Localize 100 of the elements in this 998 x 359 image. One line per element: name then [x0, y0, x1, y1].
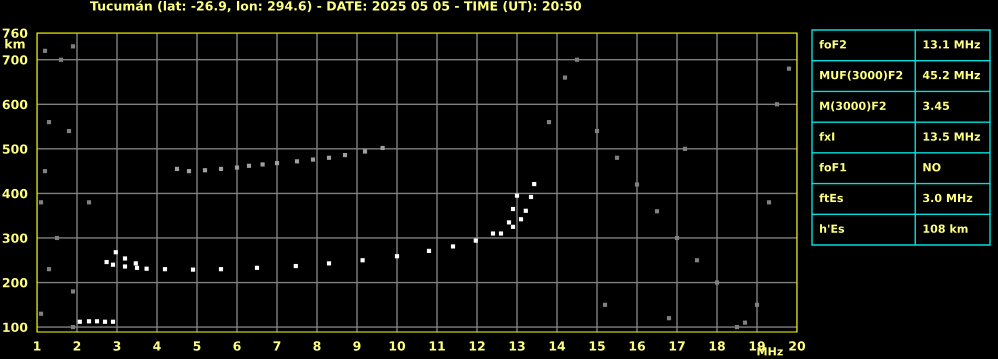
point [360, 258, 365, 262]
point [380, 146, 385, 150]
point [754, 302, 760, 307]
point [218, 166, 224, 171]
point [562, 75, 568, 80]
point [110, 320, 116, 324]
point [426, 248, 432, 253]
point [114, 250, 118, 254]
point [86, 200, 92, 204]
point [234, 165, 240, 170]
text: 13.5 MHz [924, 132, 980, 141]
point [532, 182, 536, 186]
x-tick-label: 7 [273, 341, 280, 351]
text: MUF(3000)F2 [820, 70, 902, 81]
point [70, 44, 76, 48]
x-tick-label: 13 [510, 341, 525, 351]
point [58, 58, 64, 62]
x-tick-label: 6 [233, 341, 241, 351]
point [674, 236, 680, 240]
point [122, 256, 128, 261]
x-tick-label: 12 [470, 341, 485, 351]
point [218, 267, 224, 272]
point [498, 231, 504, 236]
point [766, 200, 772, 204]
point [78, 320, 82, 324]
point [594, 128, 600, 134]
point [70, 289, 76, 294]
point [546, 120, 552, 124]
point [54, 236, 60, 240]
x-tick-label: 16 [630, 341, 646, 351]
point [634, 182, 640, 187]
point [66, 128, 72, 134]
point [186, 169, 192, 174]
y-tick-label: 200 [2, 278, 28, 288]
point [742, 320, 748, 325]
point [394, 254, 400, 258]
point [86, 319, 92, 324]
point [362, 149, 368, 154]
point [46, 120, 52, 124]
point [694, 258, 700, 262]
point [666, 316, 672, 320]
text: fxI [819, 132, 834, 141]
y-tick-label: 700 [2, 55, 28, 65]
chart-title: Tucumán (lat: -26.9, lon: 294.6) - DATE: 2025 05 05 - TIME (UT): 20:50 [90, 0, 582, 12]
point [42, 169, 48, 174]
text: M(3000)F2 [820, 101, 886, 112]
point [46, 267, 52, 272]
y-tick-label: 300 [2, 233, 28, 243]
point [654, 209, 660, 214]
point [510, 224, 516, 229]
point [734, 325, 740, 330]
y-tick-label: 400 [2, 188, 28, 198]
x-tick-label: 10 [390, 341, 406, 351]
point [162, 267, 168, 272]
y-tick-label: 760 [2, 28, 28, 38]
point [42, 48, 48, 53]
x-tick-label: 3 [113, 341, 120, 351]
point [514, 194, 520, 198]
point [110, 262, 116, 267]
point [174, 166, 180, 171]
point [474, 238, 478, 243]
x-tick-label: 8 [313, 341, 321, 351]
point [134, 266, 140, 270]
text: foF2 [819, 40, 846, 49]
point [524, 208, 528, 213]
point [310, 157, 316, 162]
point [614, 156, 620, 160]
text: NO [923, 163, 941, 172]
text: 3.45 [923, 102, 949, 110]
point [38, 312, 44, 316]
point [122, 264, 128, 269]
x-tick-label: 11 [430, 341, 445, 351]
text: foF1 [819, 162, 846, 172]
x-tick-label: 20 [789, 341, 806, 351]
point [518, 217, 524, 222]
point [774, 102, 780, 106]
text: 108 km [924, 224, 968, 233]
point [294, 159, 300, 164]
y-axis-title: km [5, 38, 25, 48]
point [102, 320, 108, 324]
y-tick-label: 600 [2, 100, 28, 110]
point [326, 261, 332, 266]
point [342, 153, 348, 158]
point [294, 264, 298, 268]
x-tick-label: 17 [670, 341, 685, 351]
point [326, 156, 332, 160]
point [450, 244, 456, 249]
x-tick-label: 4 [153, 341, 161, 351]
point [510, 206, 516, 212]
point [714, 280, 720, 285]
x-tick-label: 15 [590, 341, 605, 351]
y-tick-label: 500 [2, 144, 28, 154]
point [506, 220, 512, 224]
point [786, 66, 792, 71]
point [38, 200, 44, 204]
text: h'Es [820, 224, 844, 233]
point [602, 302, 608, 307]
point [490, 231, 496, 236]
y-tick-label: 100 [3, 322, 28, 332]
point [260, 162, 265, 167]
